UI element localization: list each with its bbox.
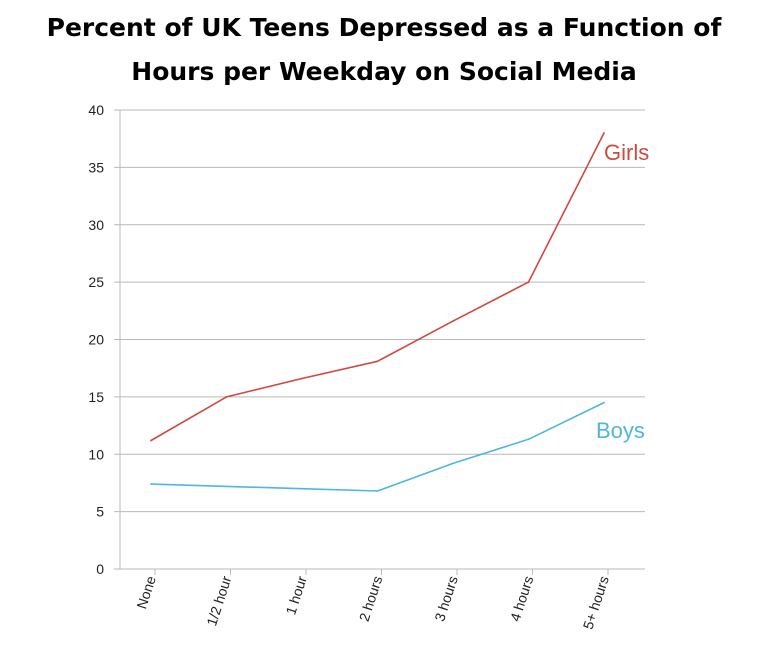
- x-tick-label-0: None: [133, 574, 159, 611]
- x-tick-label-1: 1/2 hour: [203, 574, 234, 628]
- data-point-girls-6: [603, 132, 605, 134]
- series-label-girls: Girls: [604, 140, 649, 165]
- data-point-boys-0: [150, 483, 152, 485]
- y-tick-label-40: 40: [88, 102, 104, 118]
- y-tick-label-0: 0: [96, 561, 104, 577]
- data-point-boys-1: [225, 485, 228, 488]
- y-tick-label-20: 20: [88, 332, 104, 348]
- x-tick-label-2: 1 hour: [282, 574, 310, 617]
- chart-title-line-1: Percent of UK Teens Depressed as a Funct…: [46, 13, 722, 42]
- data-point-girls-4: [452, 320, 454, 322]
- y-tick-label-25: 25: [88, 274, 104, 290]
- data-point-girls-2: [301, 377, 303, 380]
- y-tick-label-15: 15: [88, 389, 104, 405]
- data-point-girls-3: [376, 360, 379, 363]
- data-point-boys-3: [376, 490, 379, 492]
- x-tick-label-3: 2 hours: [356, 574, 386, 623]
- x-tick-label-4: 3 hours: [431, 574, 461, 623]
- y-tick-label-30: 30: [88, 217, 104, 233]
- series-line-boys: [150, 401, 605, 492]
- data-point-boys-6: [603, 401, 605, 404]
- x-tick-label-5: 4 hours: [507, 574, 537, 623]
- data-point-girls-1: [225, 396, 228, 398]
- data-point-girls-5: [527, 281, 530, 283]
- data-point-boys-4: [452, 462, 454, 465]
- chart-title: Percent of UK Teens Depressed as a Funct…: [0, 6, 768, 94]
- chart-title-line-2: Hours per Weekday on Social Media: [131, 57, 637, 86]
- data-point-boys-2: [301, 487, 303, 490]
- x-tick-label-6: 5+ hours: [580, 574, 612, 631]
- series-label-boys: Boys: [596, 418, 645, 443]
- data-point-girls-0: [150, 439, 152, 442]
- y-tick-label-10: 10: [88, 446, 104, 462]
- y-tick-label-35: 35: [88, 159, 104, 175]
- y-tick-label-5: 5: [96, 504, 104, 520]
- series-line-girls: [150, 132, 605, 442]
- data-point-boys-5: [527, 438, 530, 441]
